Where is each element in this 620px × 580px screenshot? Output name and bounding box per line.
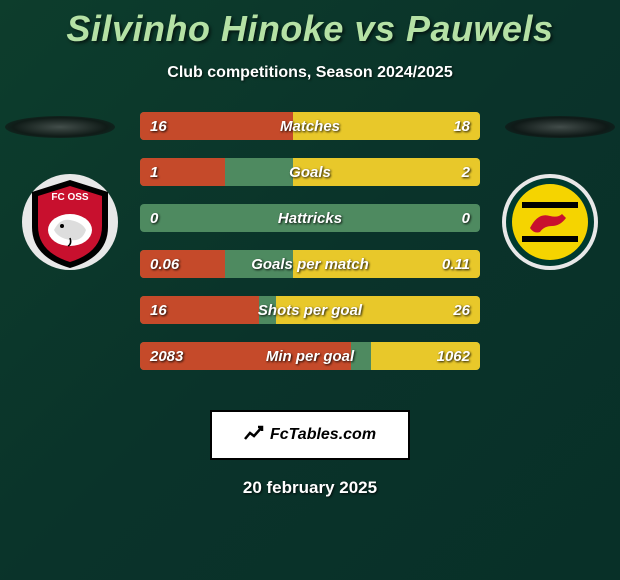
- stat-label: Goals per match: [242, 256, 378, 273]
- page-title: Silvinho Hinoke vs Pauwels: [0, 0, 620, 50]
- chart-icon: [244, 425, 264, 446]
- stat-row: 16Matches18: [140, 112, 480, 140]
- stat-value-left: 0.06: [140, 256, 242, 273]
- brand-text: FcTables.com: [270, 426, 376, 444]
- stat-label: Matches: [242, 118, 378, 135]
- stat-value-right: 18: [378, 118, 480, 135]
- stat-value-left: 2083: [140, 348, 242, 365]
- stat-row: 0.06Goals per match0.11: [140, 250, 480, 278]
- team-crest-left: FC OSS: [20, 172, 120, 272]
- stat-value-right: 26: [378, 302, 480, 319]
- stat-label: Min per goal: [242, 348, 378, 365]
- stat-value-left: 16: [140, 118, 242, 135]
- player-shadow-left: [5, 116, 115, 138]
- stat-value-right: 2: [378, 164, 480, 181]
- crest-left-text: FC OSS: [51, 192, 89, 203]
- comparison-stage: FC OSS 16Matches181Goals20Hattricks00.06…: [0, 112, 620, 392]
- stat-value-left: 0: [140, 210, 242, 227]
- player-shadow-right: [505, 116, 615, 138]
- stat-row: 1Goals2: [140, 158, 480, 186]
- stat-label: Goals: [242, 164, 378, 181]
- stat-label: Hattricks: [242, 210, 378, 227]
- stat-row: 0Hattricks0: [140, 204, 480, 232]
- stat-value-left: 16: [140, 302, 242, 319]
- stat-value-left: 1: [140, 164, 242, 181]
- stat-row: 16Shots per goal26: [140, 296, 480, 324]
- page-subtitle: Club competitions, Season 2024/2025: [0, 64, 620, 82]
- stat-row: 2083Min per goal1062: [140, 342, 480, 370]
- stat-value-right: 1062: [378, 348, 480, 365]
- stat-bars: 16Matches181Goals20Hattricks00.06Goals p…: [140, 112, 480, 388]
- stat-value-right: 0.11: [378, 256, 480, 273]
- brand-badge[interactable]: FcTables.com: [210, 410, 410, 460]
- team-crest-right: [500, 172, 600, 272]
- stat-label: Shots per goal: [242, 302, 378, 319]
- footer-date: 20 february 2025: [0, 478, 620, 498]
- stat-value-right: 0: [378, 210, 480, 227]
